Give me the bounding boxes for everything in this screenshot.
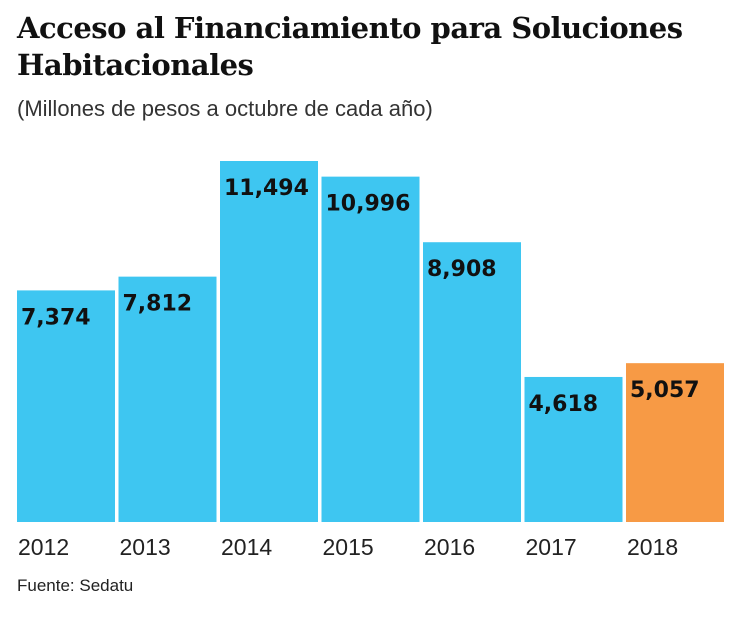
bar-2018	[626, 363, 724, 522]
x-tick-label: 2012	[18, 534, 69, 560]
x-tick-label: 2013	[120, 534, 171, 560]
x-tick-label: 2016	[424, 534, 475, 560]
x-tick-label: 2014	[221, 534, 272, 560]
source-note: Fuente: Sedatu	[17, 576, 134, 595]
bar-2017	[524, 376, 623, 522]
value-label: 11,494	[224, 176, 309, 201]
bar-2012	[17, 290, 115, 522]
value-label: 4,618	[529, 392, 599, 417]
value-label: 10,996	[326, 192, 411, 217]
bar-2016	[423, 242, 521, 523]
x-tick-label: 2018	[627, 534, 678, 560]
chart-subtitle: (Millones de pesos a octubre de cada año…	[17, 96, 433, 121]
value-label: 7,812	[123, 292, 193, 317]
value-label: 8,908	[427, 257, 497, 282]
bar-2013	[118, 276, 217, 522]
chart-title: Acceso al Financiamiento para Soluciones…	[17, 11, 683, 82]
value-label: 5,057	[630, 378, 700, 403]
x-tick-label: 2017	[526, 534, 577, 560]
bar-2014	[220, 161, 318, 522]
bar-2015	[321, 176, 420, 522]
x-tick-label: 2015	[323, 534, 374, 560]
value-label: 7,374	[21, 305, 91, 330]
